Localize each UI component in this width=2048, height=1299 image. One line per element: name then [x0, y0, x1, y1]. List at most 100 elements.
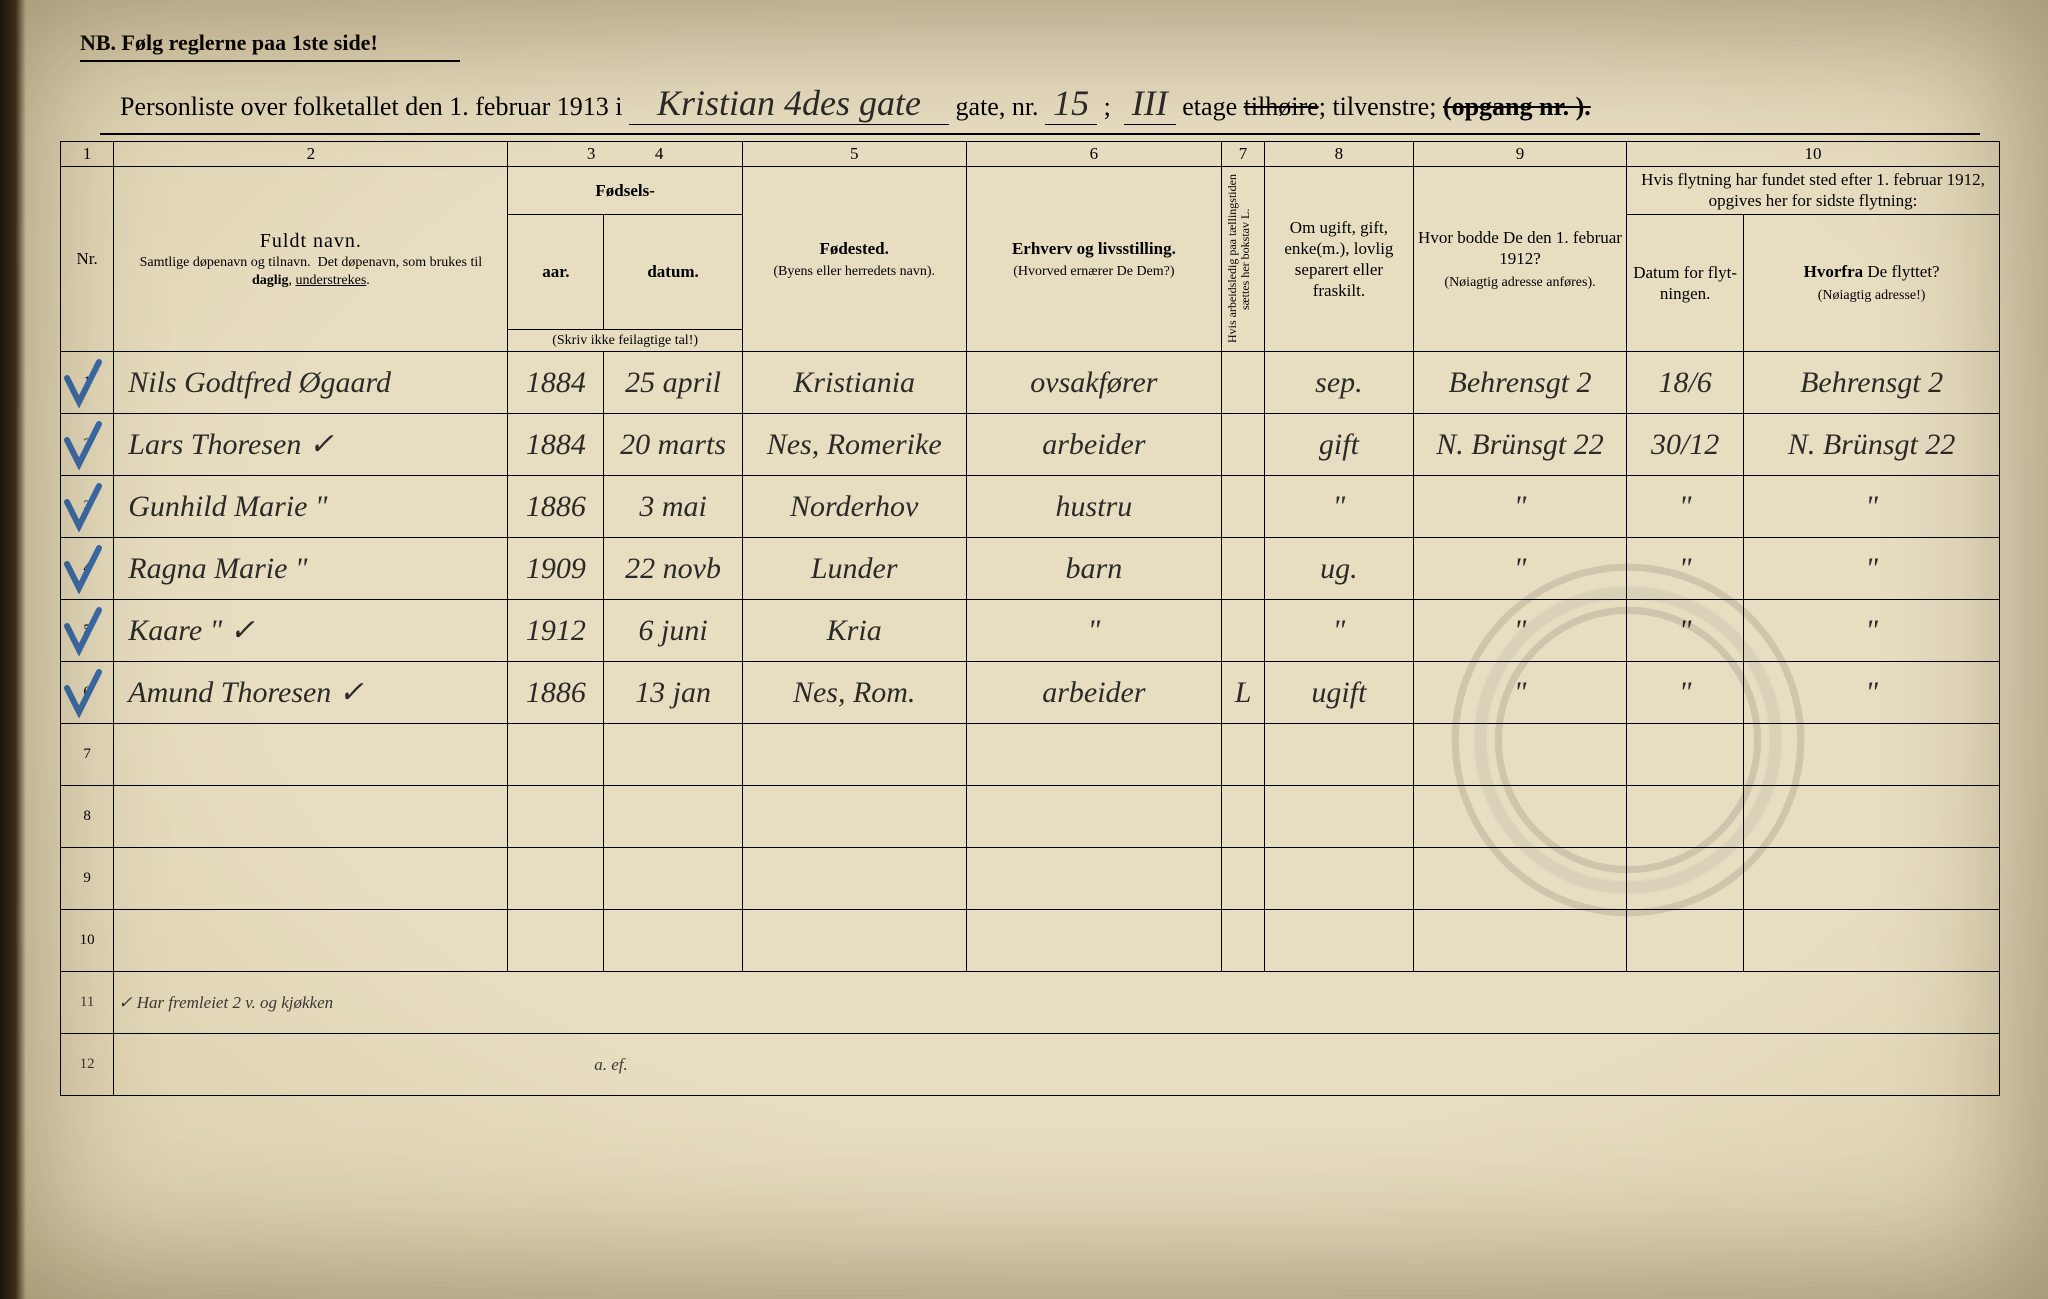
cell-name: Nils Godtfred Øgaard: [114, 352, 508, 414]
cell-erhverv: arbeider: [966, 662, 1222, 724]
hdr-name-sub: Samtlige døpenavn og tilnavn. Det døpena…: [118, 254, 503, 289]
cell-fodested: Nes, Romerike: [742, 414, 966, 476]
note-row: 11✓ Har fremleiet 2 v. og kjøkken: [61, 972, 2000, 1034]
row-nr: 2: [61, 414, 114, 476]
cell-empty: [966, 786, 1222, 848]
cell-empty: [966, 724, 1222, 786]
note-text: a. ef.: [114, 1034, 2000, 1096]
cell-empty: [742, 786, 966, 848]
cell-aar: 1909: [508, 538, 604, 600]
colnum-2: 2: [114, 142, 508, 167]
cell-datum: 6 juni: [604, 600, 743, 662]
side-keep: tilvenstre: [1332, 92, 1429, 121]
cell-col7: [1222, 352, 1265, 414]
cell-empty: [1744, 724, 2000, 786]
colnum-5: 5: [742, 142, 966, 167]
cell-addr1912: ": [1413, 600, 1626, 662]
cell-empty: [604, 786, 743, 848]
cell-col7: [1222, 600, 1265, 662]
title-prefix: Personliste over folketallet den 1. febr…: [120, 92, 623, 122]
hdr-col9: Hvor bodde De den 1. februar 1912? (Nøia…: [1413, 167, 1626, 352]
colnum-3-4: 3 4: [508, 142, 742, 167]
street-handwritten: Kristian 4des gate: [629, 82, 949, 125]
nb-heading: NB. Følg reglerne paa 1ste side!: [80, 30, 2008, 56]
row-nr: 10: [61, 910, 114, 972]
census-table: 1 2 3 4 5 6 7 8 9 10 Nr. Fuldt navn. Sam…: [60, 141, 2000, 1096]
table-row: 4Ragna Marie "190922 novbLunderbarnug.""…: [61, 538, 2000, 600]
hdr-nr: Nr.: [61, 167, 114, 352]
cell-flyt-dat: ": [1627, 600, 1744, 662]
cell-empty: [1413, 786, 1626, 848]
cell-empty: [508, 910, 604, 972]
cell-empty: [114, 724, 508, 786]
row-nr: 1: [61, 352, 114, 414]
note-row: 12a. ef.: [61, 1034, 2000, 1096]
hdr-col10b: Hvorfra De flyttet?(Nøiagtig adresse!): [1744, 214, 2000, 352]
cell-name: Ragna Marie ": [114, 538, 508, 600]
cell-col7: [1222, 538, 1265, 600]
cell-erhverv: hustru: [966, 476, 1222, 538]
cell-erhverv: ovsakfører: [966, 352, 1222, 414]
cell-erhverv: arbeider: [966, 414, 1222, 476]
cell-status: ugift: [1264, 662, 1413, 724]
cell-flyt-fra: ": [1744, 538, 2000, 600]
hdr-col10a: Datum for flyt-ningen.: [1627, 214, 1744, 352]
cell-empty: [1744, 910, 2000, 972]
cell-empty: [1222, 848, 1265, 910]
cell-empty: [742, 724, 966, 786]
table-row: 1Nils Godtfred Øgaard188425 aprilKristia…: [61, 352, 2000, 414]
etage-label: etage: [1182, 92, 1237, 122]
cell-empty: [1222, 786, 1265, 848]
cell-datum: 13 jan: [604, 662, 743, 724]
cell-flyt-fra: ": [1744, 662, 2000, 724]
cell-status: ": [1264, 476, 1413, 538]
colnum-8: 8: [1264, 142, 1413, 167]
cell-aar: 1884: [508, 352, 604, 414]
table-row: 6Amund Thoresen ✓188613 janNes, Rom.arbe…: [61, 662, 2000, 724]
table-row: 3Gunhild Marie "18863 maiNorderhovhustru…: [61, 476, 2000, 538]
row-nr: 8: [61, 786, 114, 848]
hdr-fodsels: Fødsels-: [508, 167, 742, 215]
cell-flyt-dat: 18/6: [1627, 352, 1744, 414]
hdr-datum: datum.: [604, 214, 743, 329]
hdr-fodested: Fødested. (Byens eller herredets navn).: [742, 167, 966, 352]
cell-col7: [1222, 476, 1265, 538]
cell-status: ": [1264, 600, 1413, 662]
row-nr: 6: [61, 662, 114, 724]
cell-empty: [114, 848, 508, 910]
cell-empty: [1627, 786, 1744, 848]
etage-handwritten: III: [1124, 82, 1176, 125]
opgang-strike: (opgang nr. ).: [1443, 92, 1591, 122]
cell-empty: [1413, 724, 1626, 786]
hdr-name: Fuldt navn. Samtlige døpenavn og tilnavn…: [114, 167, 508, 352]
cell-datum: 3 mai: [604, 476, 743, 538]
cell-fodested: Kria: [742, 600, 966, 662]
cell-aar: 1884: [508, 414, 604, 476]
cell-empty: [1264, 910, 1413, 972]
cell-status: sep.: [1264, 352, 1413, 414]
row-nr: 5: [61, 600, 114, 662]
cell-addr1912: ": [1413, 662, 1626, 724]
column-number-row: 1 2 3 4 5 6 7 8 9 10: [61, 142, 2000, 167]
cell-name: Amund Thoresen ✓: [114, 662, 508, 724]
gate-label: gate, nr.: [956, 92, 1039, 122]
cell-empty: [1264, 786, 1413, 848]
cell-erhverv: barn: [966, 538, 1222, 600]
cell-status: gift: [1264, 414, 1413, 476]
cell-name: Gunhild Marie ": [114, 476, 508, 538]
cell-aar: 1886: [508, 476, 604, 538]
hdr-erhverv: Erhverv og livsstilling. (Hvorved ernære…: [966, 167, 1222, 352]
cell-flyt-dat: ": [1627, 538, 1744, 600]
side-options: tilhøire; tilvenstre;: [1244, 92, 1437, 122]
binding-edge: [0, 0, 26, 1299]
row-nr: 11: [61, 972, 114, 1034]
cell-empty: [604, 848, 743, 910]
cell-empty: [1264, 724, 1413, 786]
row-nr: 3: [61, 476, 114, 538]
cell-datum: 20 marts: [604, 414, 743, 476]
table-row: 2Lars Thoresen ✓188420 martsNes, Romerik…: [61, 414, 2000, 476]
side-strike: tilhøire: [1244, 92, 1319, 121]
note-text: ✓ Har fremleiet 2 v. og kjøkken: [114, 972, 2000, 1034]
header-row-1: Nr. Fuldt navn. Samtlige døpenavn og til…: [61, 167, 2000, 215]
cell-empty: [114, 786, 508, 848]
